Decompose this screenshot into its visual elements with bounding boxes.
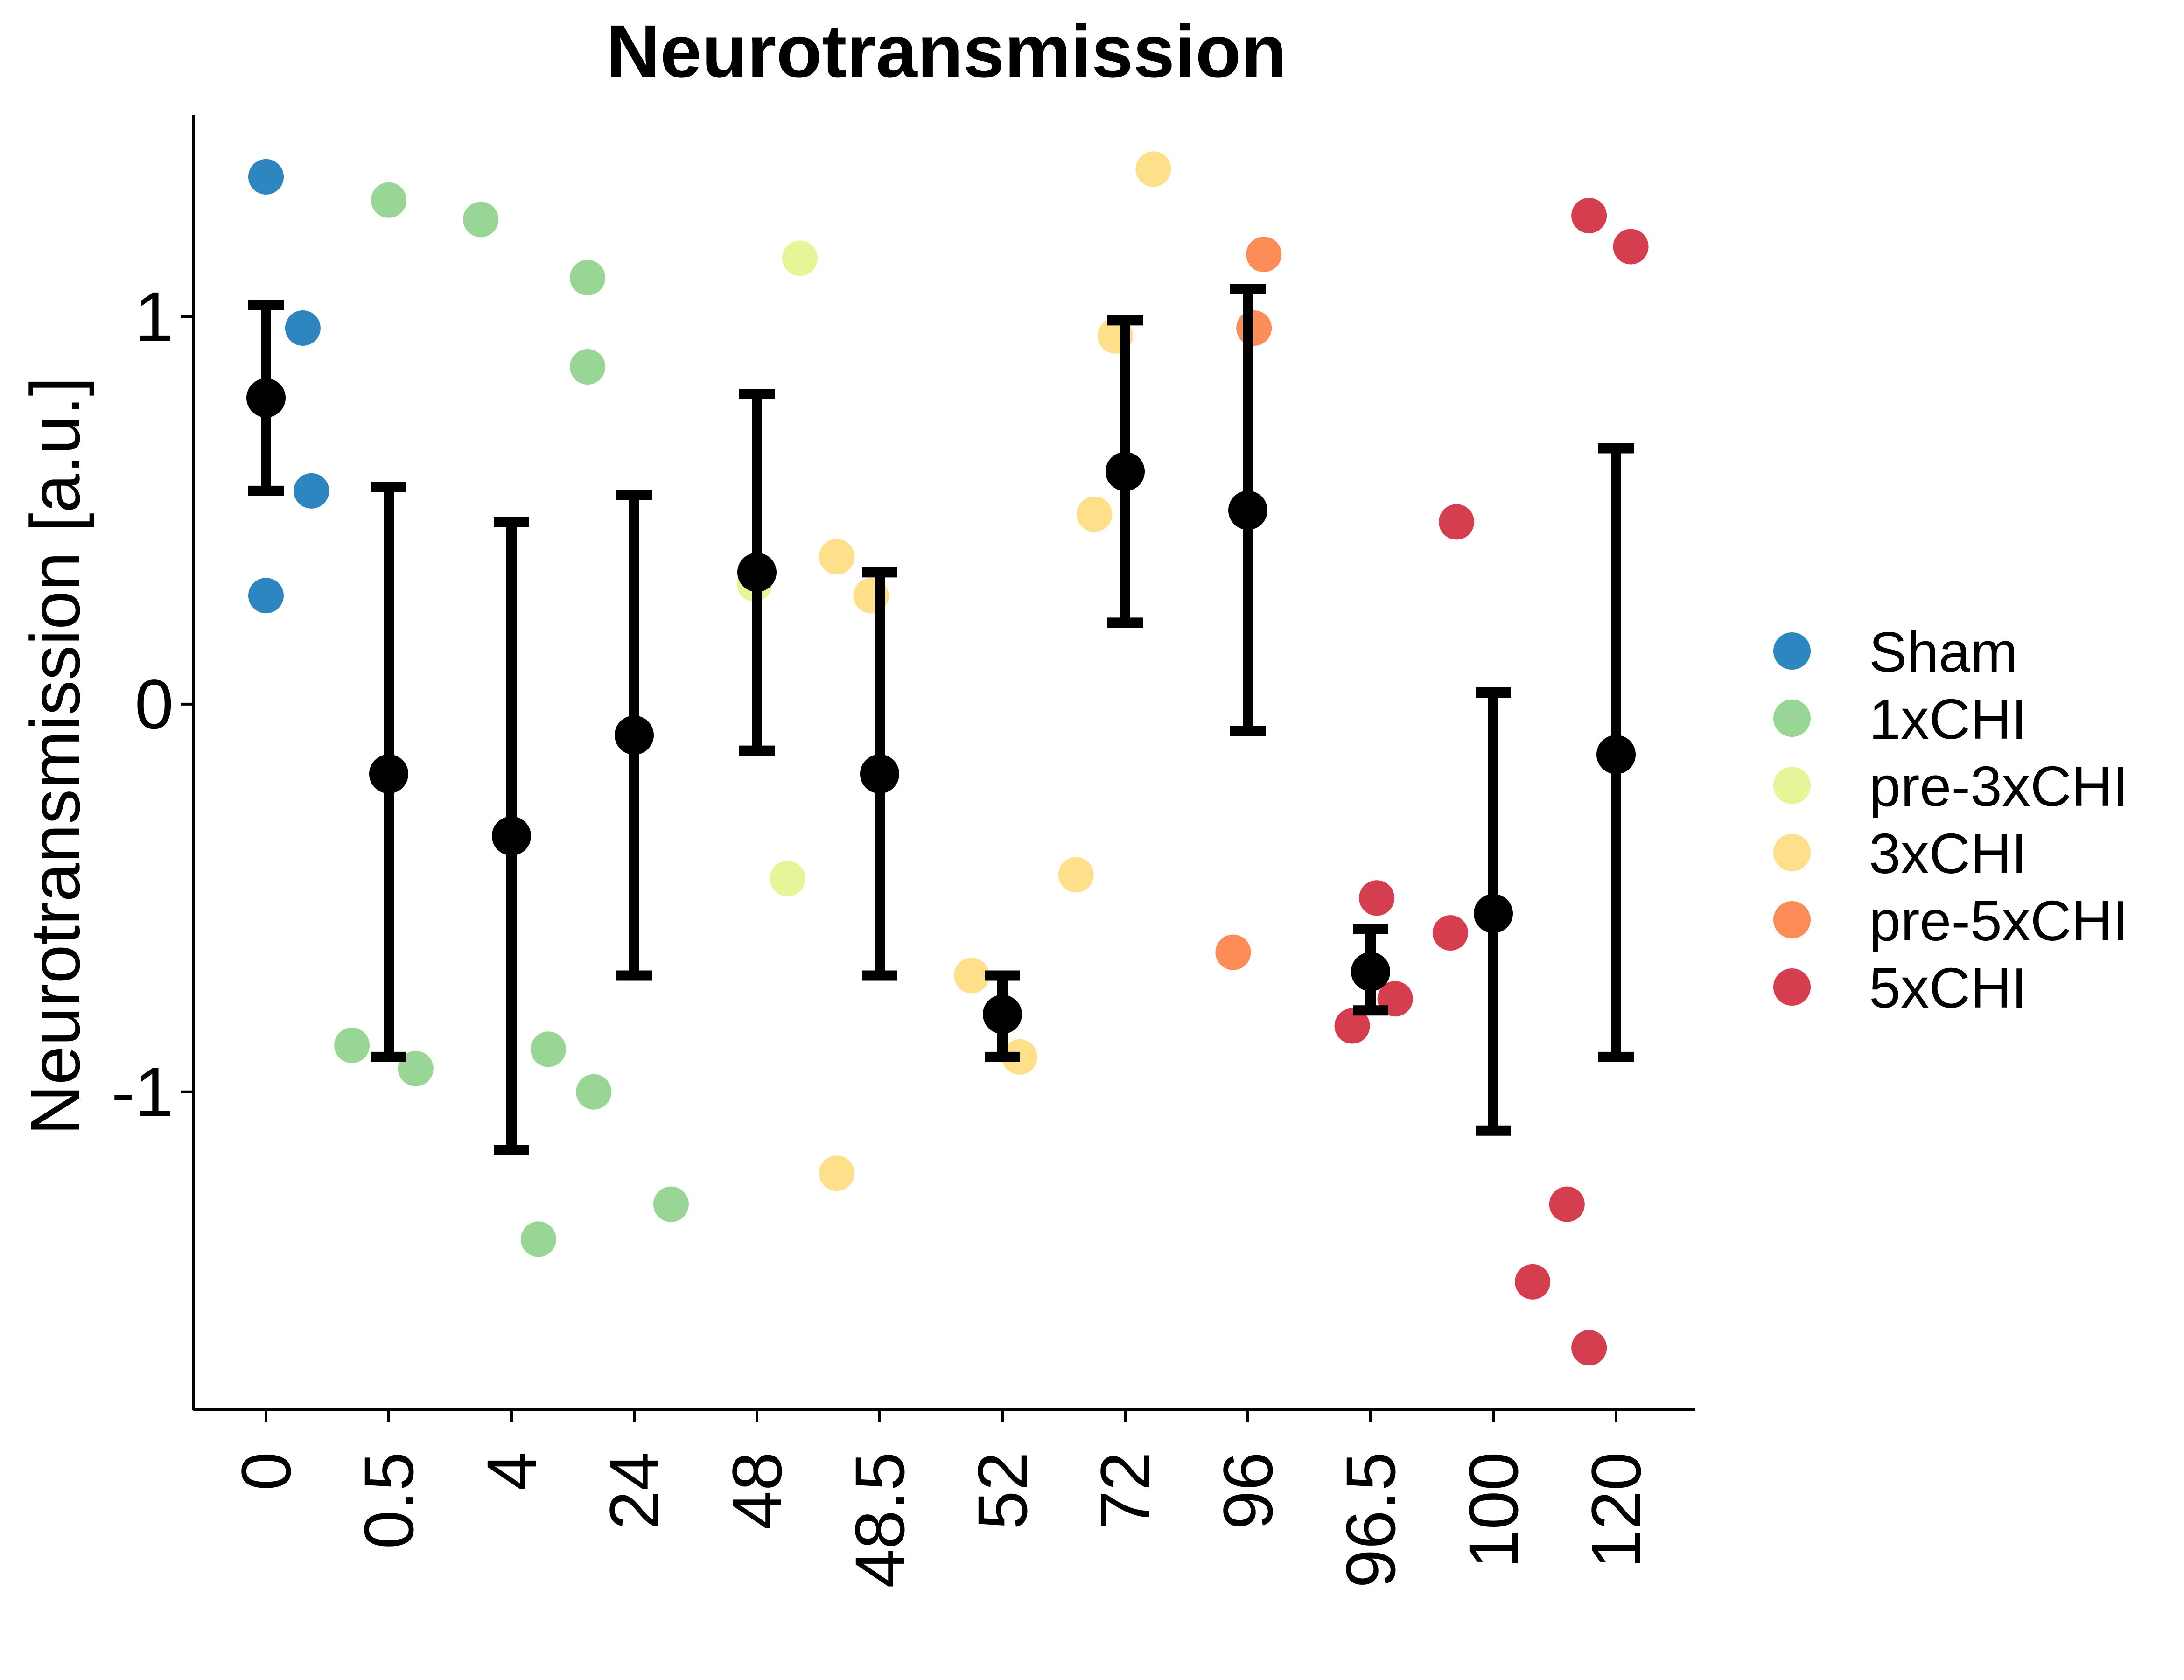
data-point (285, 310, 321, 346)
data-point (1432, 915, 1468, 951)
x-tick-label: 48.5 (840, 1452, 919, 1588)
x-tick-label: 96 (1209, 1452, 1287, 1530)
data-point (1058, 857, 1094, 893)
data-point (570, 259, 606, 295)
data-point (1135, 151, 1171, 187)
data-point (770, 861, 805, 896)
chart-title: Neurotransmission (606, 9, 1287, 93)
mean-point (1351, 952, 1390, 992)
legend-swatch (1773, 700, 1811, 737)
data-point (653, 1186, 689, 1222)
x-tick-label: 4 (472, 1452, 551, 1491)
mean-point (1228, 490, 1267, 530)
data-point (1215, 934, 1251, 970)
y-axis-ticks: 1 0 -1 (112, 277, 193, 1131)
data-point (1439, 504, 1475, 540)
data-points (248, 151, 1649, 1366)
data-point (398, 1050, 434, 1086)
y-tick-label: -1 (112, 1053, 174, 1131)
mean-point (983, 994, 1022, 1034)
legend-label: pre-3xCHI (1869, 755, 2128, 818)
legend-label: 1xCHI (1869, 687, 2027, 751)
data-point (954, 958, 990, 994)
data-point (1571, 1330, 1607, 1366)
data-point (1236, 310, 1272, 346)
x-tick-label: 100 (1454, 1452, 1533, 1568)
mean-point (1106, 452, 1145, 491)
y-axis-label: Neurotransmission [a.u.] (16, 377, 94, 1135)
data-point (1549, 1186, 1585, 1222)
data-point (1515, 1264, 1551, 1300)
legend-swatch (1773, 767, 1811, 804)
x-tick-label: 72 (1086, 1452, 1164, 1530)
data-point (371, 182, 406, 218)
mean-point (737, 553, 777, 592)
mean-point (246, 378, 286, 418)
data-point (463, 202, 499, 238)
data-point (819, 1155, 854, 1191)
data-point (294, 473, 329, 509)
data-point (782, 240, 818, 276)
data-point (1571, 198, 1607, 234)
data-point (819, 539, 854, 575)
legend-label: 3xCHI (1869, 822, 2027, 885)
legend-label: 5xCHI (1869, 956, 2027, 1020)
legend-swatch (1773, 632, 1811, 670)
mean-point (369, 754, 408, 794)
mean-point (615, 715, 654, 755)
x-tick-label: 0 (227, 1452, 305, 1491)
data-point (334, 1028, 370, 1064)
legend-label: pre-5xCHI (1869, 889, 2128, 952)
data-point (520, 1221, 556, 1257)
data-point (248, 578, 284, 614)
data-point (1359, 880, 1395, 916)
mean-point (1596, 735, 1636, 774)
data-point (1077, 496, 1113, 532)
data-point (1334, 1008, 1370, 1044)
x-tick-label: 48 (718, 1452, 796, 1530)
x-tick-label: 24 (595, 1452, 673, 1530)
x-tick-label: 0.5 (350, 1452, 428, 1549)
x-axis-ticks: 0 0.5 4 24 48 48.5 52 72 96 96.5 100 120 (227, 1410, 1655, 1588)
data-point (576, 1074, 612, 1110)
x-tick-label: 120 (1577, 1452, 1655, 1568)
legend-swatch (1773, 968, 1811, 1006)
data-point (570, 349, 606, 385)
summary-markers (246, 284, 1636, 1155)
data-point (1246, 237, 1282, 273)
mean-point (860, 754, 899, 794)
legend-swatch (1773, 901, 1811, 938)
data-point (530, 1031, 566, 1067)
mean-point (1474, 894, 1513, 933)
data-point (248, 159, 284, 195)
x-tick-label: 96.5 (1331, 1452, 1410, 1588)
y-tick-label: 0 (135, 665, 174, 743)
x-tick-label: 52 (963, 1452, 1042, 1530)
y-tick-label: 1 (135, 277, 174, 356)
legend-label: Sham (1869, 620, 2018, 684)
legend-swatch (1773, 834, 1811, 871)
mean-point (492, 816, 531, 856)
data-point (1613, 229, 1649, 265)
